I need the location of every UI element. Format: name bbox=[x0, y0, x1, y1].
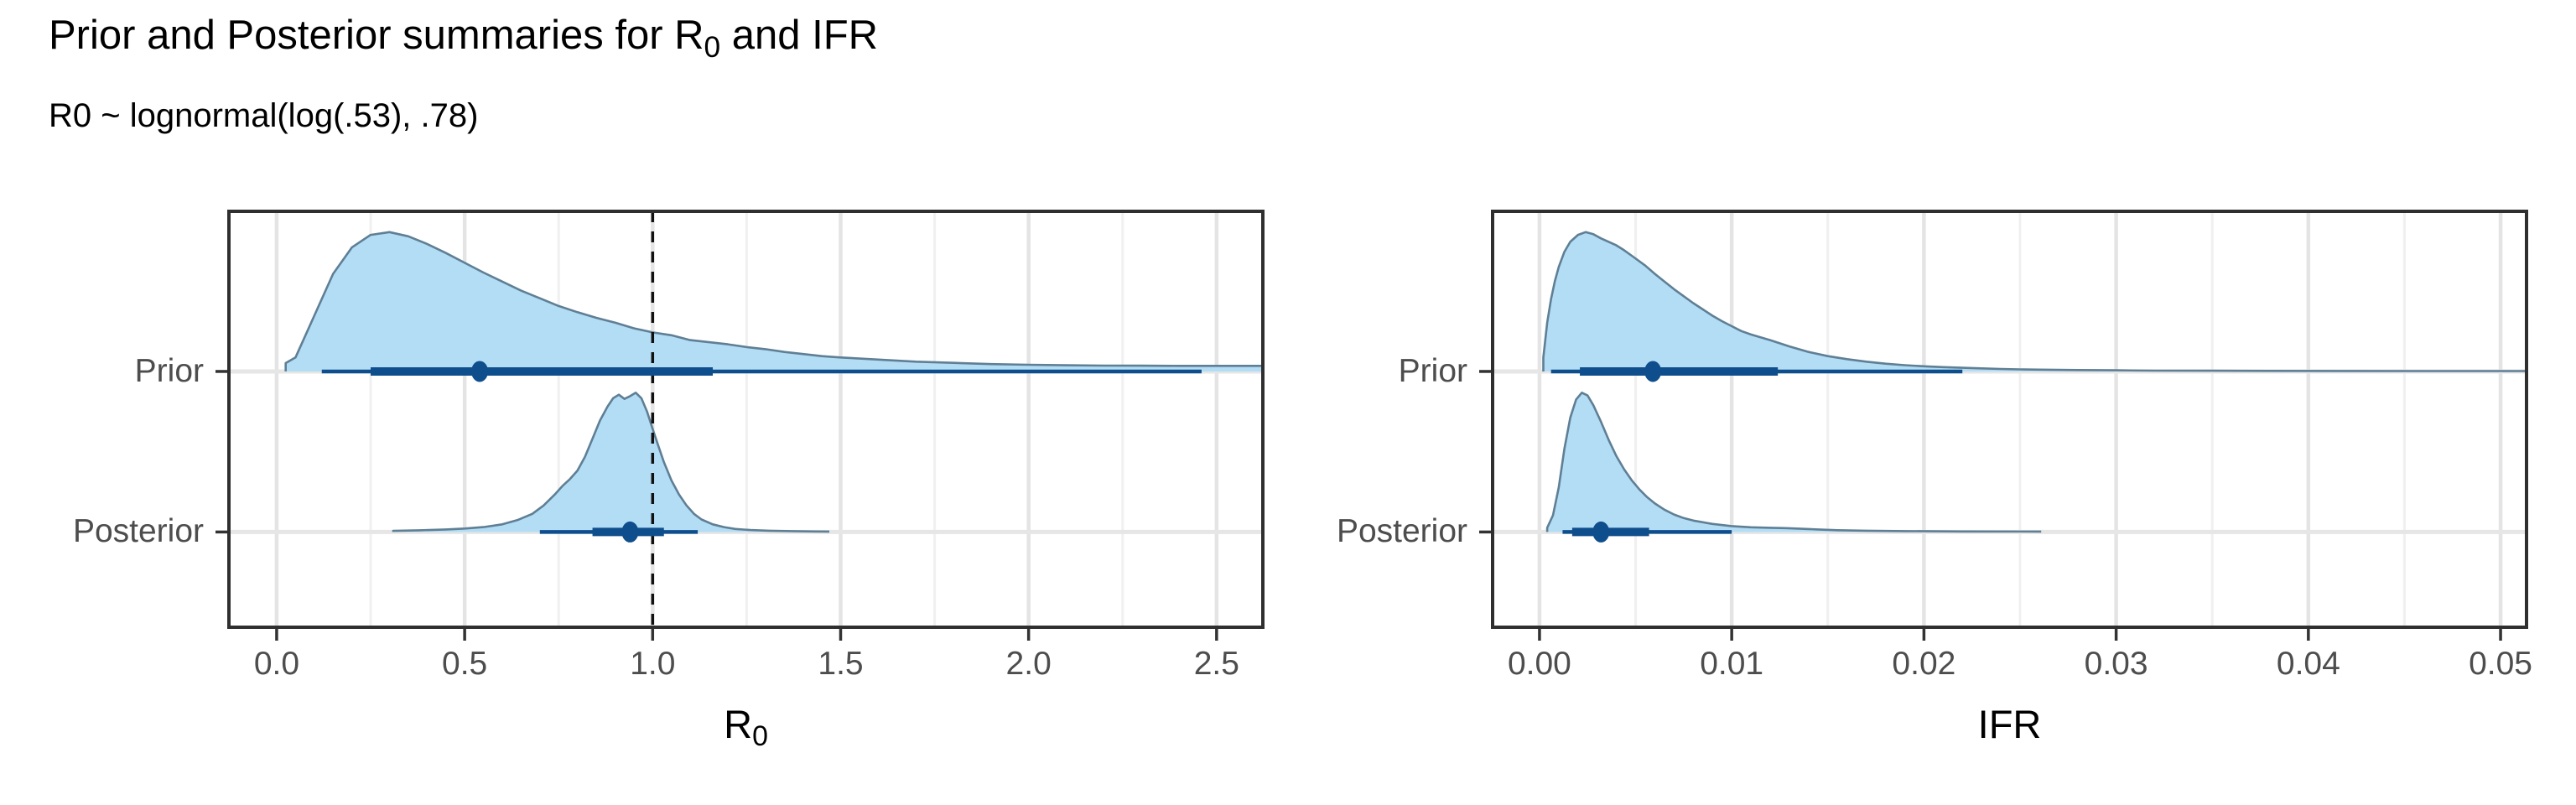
point-estimate-posterior bbox=[621, 521, 639, 543]
panel-border bbox=[227, 210, 1265, 629]
x-tick-label: 0.00 bbox=[1507, 646, 1571, 682]
text: Prior and Posterior summaries for R bbox=[49, 13, 704, 58]
density-fill-prior bbox=[285, 231, 1262, 371]
point-estimate-prior bbox=[1644, 361, 1662, 382]
y-axis-label-posterior: Posterior bbox=[1336, 513, 1467, 550]
text: IFR bbox=[1977, 702, 2042, 746]
plot-title: Prior and Posterior summaries for R0 and… bbox=[49, 12, 879, 64]
panel-border bbox=[1491, 210, 2528, 629]
density-fill-posterior bbox=[1547, 392, 2042, 532]
x-tick-label: 0.5 bbox=[442, 646, 488, 682]
y-axis-label-prior: Prior bbox=[134, 352, 204, 389]
x-tick-label: 0.02 bbox=[1892, 646, 1956, 682]
x-tick-label: 2.5 bbox=[1193, 646, 1239, 682]
x-tick-label: 0.05 bbox=[2469, 646, 2532, 682]
x-tick-label: 1.0 bbox=[630, 646, 676, 682]
subscript-text: 0 bbox=[752, 720, 768, 753]
x-tick-label: 2.0 bbox=[1005, 646, 1052, 682]
panel-r0 bbox=[216, 210, 1265, 641]
x-axis-title-r0: R0 bbox=[724, 701, 768, 752]
density-fill-prior bbox=[1543, 231, 2526, 371]
subscript-text: 0 bbox=[704, 30, 721, 64]
plot-subtitle: R0 ~ lognormal(log(.53), .78) bbox=[49, 97, 479, 134]
x-tick-label: 0.03 bbox=[2084, 646, 2148, 682]
x-tick-label: 0.04 bbox=[2276, 646, 2340, 682]
density-layer bbox=[1542, 231, 2526, 533]
density-outline-prior bbox=[1542, 231, 2526, 372]
x-tick-label: 1.5 bbox=[818, 646, 864, 682]
density-outline-posterior bbox=[1545, 392, 2042, 533]
x-tick-label: 0.0 bbox=[253, 646, 300, 682]
x-tick-label: 0.01 bbox=[1700, 646, 1764, 682]
y-axis-label-posterior: Posterior bbox=[72, 513, 204, 550]
y-axis-label-prior: Prior bbox=[1398, 352, 1467, 389]
panel-ifr bbox=[1479, 210, 2528, 641]
text: R bbox=[724, 702, 753, 746]
text: and IFR bbox=[720, 13, 879, 58]
density-fill-posterior bbox=[392, 392, 829, 532]
point-estimate-prior bbox=[471, 361, 489, 382]
x-axis-title-ifr: IFR bbox=[1978, 701, 2042, 747]
point-estimate-posterior bbox=[1592, 521, 1610, 543]
density-outline-posterior bbox=[392, 392, 830, 533]
